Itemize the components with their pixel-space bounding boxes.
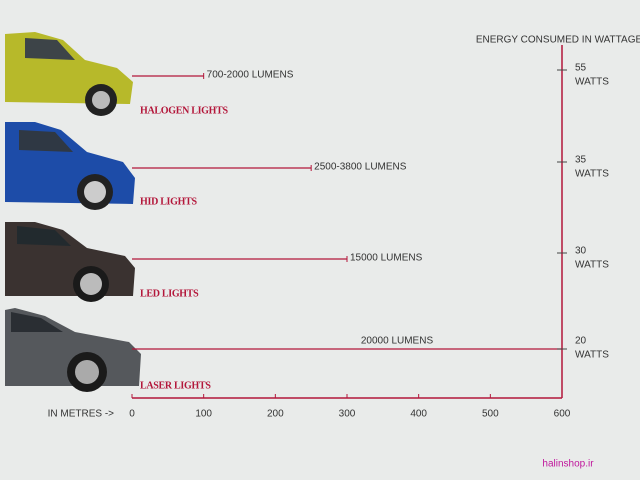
watt-value: 20 [575, 336, 587, 347]
category-label: LASER LIGHTS [140, 380, 211, 391]
watt-unit: WATTS [575, 169, 609, 180]
watt-unit: WATTS [575, 260, 609, 271]
x-tick-label: 400 [410, 409, 427, 420]
watt-value: 55 [575, 63, 587, 74]
category-label: HALOGEN LIGHTS [140, 105, 229, 116]
lumens-label: 700-2000 LUMENS [207, 70, 294, 81]
category-label: HID LIGHTS [140, 196, 197, 207]
x-tick-label: 0 [129, 409, 135, 420]
watt-value: 30 [575, 246, 587, 257]
lumens-label: 2500-3800 LUMENS [314, 162, 407, 173]
x-axis-label: IN METRES -> [48, 409, 115, 420]
x-tick-label: 200 [267, 409, 284, 420]
car-hid [5, 122, 135, 210]
x-tick-label: 600 [554, 409, 571, 420]
watermark: halinshop.ir [542, 459, 594, 470]
car-led [5, 222, 135, 302]
watt-value: 35 [575, 155, 587, 166]
lumens-label: 15000 LUMENS [350, 253, 423, 264]
car-laser [5, 308, 141, 392]
x-tick-label: 300 [339, 409, 356, 420]
watt-unit: WATTS [575, 77, 609, 88]
lumens-label: 20000 LUMENS [361, 336, 434, 347]
watt-unit: WATTS [575, 350, 609, 361]
x-tick-label: 100 [195, 409, 212, 420]
car-halogen [5, 32, 133, 116]
right-axis-title: ENERGY CONSUMED IN WATTAGE [476, 35, 640, 46]
x-tick-label: 500 [482, 409, 499, 420]
category-label: LED LIGHTS [140, 288, 199, 299]
